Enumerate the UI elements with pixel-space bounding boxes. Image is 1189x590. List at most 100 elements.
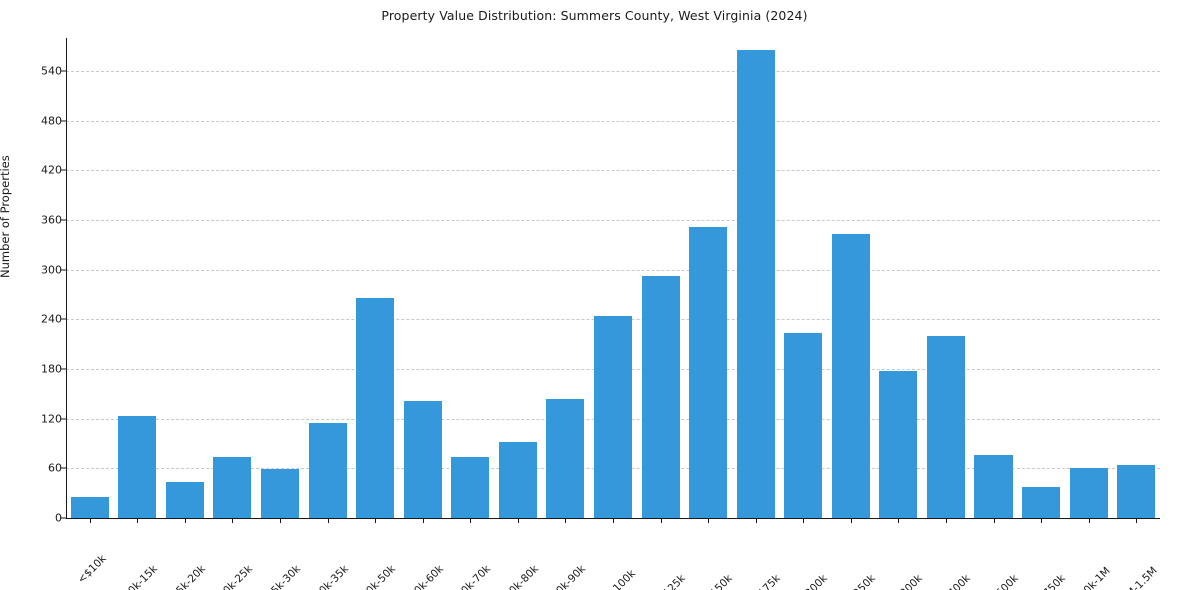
y-tick-mark <box>61 517 66 519</box>
y-tick-label: 540 <box>41 64 62 78</box>
bar[interactable] <box>689 226 728 518</box>
bar[interactable] <box>403 401 442 518</box>
x-tick-label-text: $50k-60k <box>402 562 446 590</box>
x-tick-mark <box>517 518 519 523</box>
bar[interactable] <box>165 481 204 518</box>
bar[interactable] <box>736 50 775 518</box>
bar[interactable] <box>641 276 680 518</box>
bar[interactable] <box>1022 487 1061 518</box>
bar[interactable] <box>1069 468 1108 518</box>
x-tick-label: $300k-400k <box>920 528 1017 590</box>
x-tick-mark <box>565 518 567 523</box>
bar[interactable] <box>879 370 918 518</box>
x-tick-mark <box>993 518 995 523</box>
gridline <box>66 269 1160 271</box>
y-tick-mark <box>61 120 66 122</box>
y-tick-label: 60 <box>48 461 62 475</box>
gridline <box>66 170 1160 172</box>
bar[interactable] <box>356 297 395 518</box>
x-tick-label-text: <$10k <box>75 552 109 586</box>
bar[interactable] <box>213 456 252 518</box>
y-tick-mark <box>61 219 66 221</box>
x-tick-mark <box>327 518 329 523</box>
x-tick-label: $15k-20k <box>164 528 242 590</box>
y-tick-label: 420 <box>41 163 62 177</box>
x-tick-mark <box>232 518 234 523</box>
y-tick-mark <box>61 169 66 171</box>
bar[interactable] <box>498 441 537 518</box>
x-tick-mark <box>660 518 662 523</box>
x-tick-label-text: $70k-80k <box>497 562 541 590</box>
bar[interactable] <box>974 455 1013 518</box>
y-axis-label: Number of Properties <box>0 155 12 278</box>
x-tick-label: $30k-35k <box>307 528 385 590</box>
x-tick-label: <$10k <box>75 528 133 586</box>
x-tick-label: $175k-200k <box>777 528 875 590</box>
x-tick-label: $125k-150k <box>682 528 779 590</box>
x-tick-label-text: $40k-50k <box>354 562 399 590</box>
x-tick-label: $25k-30k <box>260 528 337 590</box>
x-tick-mark <box>137 518 139 523</box>
x-tick-mark <box>945 518 947 523</box>
bar[interactable] <box>784 333 823 518</box>
y-tick-label: 180 <box>41 362 62 376</box>
x-tick-label-text: $10k-15k <box>116 562 161 590</box>
x-tick-label: $250k-300k <box>872 528 970 590</box>
bar[interactable] <box>451 456 490 518</box>
x-tick-label: $20k-25k <box>212 528 290 590</box>
bar[interactable] <box>546 398 585 518</box>
x-tick-label-text: $30k-35k <box>307 562 351 590</box>
bar[interactable] <box>593 316 633 518</box>
bar[interactable] <box>1117 465 1156 518</box>
x-tick-label: $90k-100k <box>590 528 677 590</box>
bar[interactable] <box>70 497 109 518</box>
x-tick-label: $60k-70k <box>450 528 528 590</box>
y-tick-label: 120 <box>41 412 62 426</box>
x-tick-label-text: $80k-90k <box>544 562 589 590</box>
x-tick-mark <box>850 518 852 523</box>
x-tick-label-text: $1M-1.5M <box>1114 564 1160 590</box>
y-tick-label: 360 <box>41 213 62 227</box>
x-tick-mark <box>375 518 377 523</box>
y-tick-mark <box>61 70 66 72</box>
bar[interactable] <box>831 234 870 518</box>
x-tick-label-text: $100k-125k <box>635 572 688 590</box>
x-tick-mark <box>89 518 91 523</box>
y-tick-label: 480 <box>41 114 62 128</box>
plot-area <box>66 38 1160 518</box>
x-tick-mark <box>898 518 900 523</box>
x-tick-mark <box>1041 518 1043 523</box>
x-tick-mark <box>184 518 186 523</box>
y-tick-mark <box>61 318 66 320</box>
x-tick-mark <box>755 518 757 523</box>
bar[interactable] <box>926 335 965 518</box>
gridline <box>66 220 1160 222</box>
bar[interactable] <box>308 422 347 518</box>
y-tick-label: 240 <box>41 312 62 326</box>
x-tick-mark <box>280 518 282 523</box>
x-tick-label: $50k-60k <box>402 528 480 590</box>
y-tick-mark <box>61 467 66 469</box>
x-tick-label: $40k-50k <box>355 528 433 590</box>
x-tick-label-text: $90k-100k <box>590 568 638 590</box>
y-tick-label: 0 <box>55 511 62 525</box>
x-tick-mark <box>1136 518 1138 523</box>
x-tick-mark <box>1088 518 1090 523</box>
bar[interactable] <box>261 469 300 518</box>
gridline <box>66 120 1160 122</box>
x-tick-label: $70k-80k <box>497 528 575 590</box>
x-tick-label: $1M-1.5M <box>1115 528 1189 590</box>
x-tick-label: $400k-500k <box>968 528 1065 590</box>
x-tick-mark <box>613 518 614 523</box>
x-tick-label: $80k-90k <box>545 528 623 590</box>
x-tick-label-text: $20k-25k <box>212 562 256 590</box>
x-tick-mark <box>708 518 710 523</box>
bar[interactable] <box>118 416 157 518</box>
x-tick-mark <box>422 518 424 523</box>
y-tick-mark <box>61 368 66 370</box>
y-axis-line <box>66 38 67 518</box>
chart-title: Property Value Distribution: Summers Cou… <box>381 8 808 23</box>
x-tick-label: $10k-15k <box>117 528 195 590</box>
x-tick-label-text: $15k-20k <box>164 562 208 590</box>
